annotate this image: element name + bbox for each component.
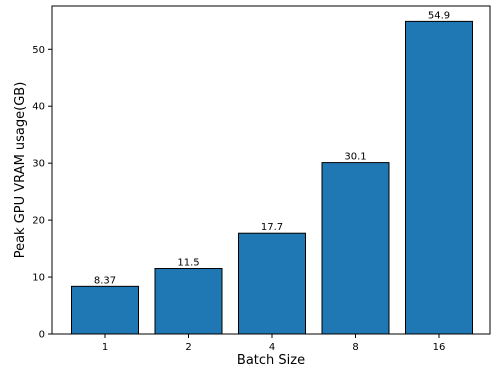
- bar-1: [71, 285, 139, 335]
- x-tick-label: 8: [352, 342, 358, 353]
- bar-4: [238, 232, 306, 335]
- bar-16: [405, 20, 473, 335]
- data-label: 17.7: [261, 222, 283, 233]
- bar-2: [154, 268, 223, 335]
- x-tick-label: 16: [433, 342, 446, 353]
- x-tick-label: 2: [185, 342, 191, 353]
- data-labels: 8.37 11.5 17.7 30.1 54.9: [94, 10, 450, 286]
- y-axis-ticks: 0 10 20 30 40 50: [32, 45, 52, 341]
- y-tick-label: 0: [39, 330, 45, 341]
- bars-group: [71, 20, 473, 335]
- data-label: 11.5: [177, 258, 199, 269]
- y-tick-label: 20: [32, 216, 45, 227]
- y-tick-label: 10: [32, 273, 45, 284]
- x-axis-title: Batch Size: [237, 353, 305, 368]
- x-axis-ticks: 1 2 4 8 16: [102, 334, 446, 353]
- y-tick-label: 30: [32, 159, 45, 170]
- x-tick-label: 1: [102, 342, 108, 353]
- plot-frame: [51, 5, 491, 335]
- data-label: 54.9: [428, 10, 450, 21]
- y-tick-label: 50: [32, 45, 45, 56]
- y-axis-title: Peak GPU VRAM usage(GB): [13, 82, 28, 259]
- bar-8: [321, 162, 390, 335]
- y-tick-label: 40: [32, 102, 45, 113]
- data-label: 30.1: [344, 152, 366, 163]
- x-tick-label: 4: [269, 342, 275, 353]
- data-label: 8.37: [94, 275, 116, 286]
